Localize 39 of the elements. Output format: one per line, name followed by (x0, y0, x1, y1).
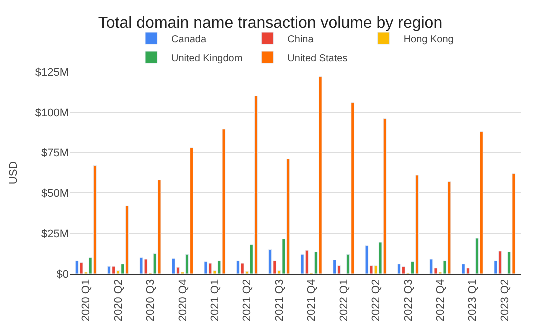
legend-label: China (288, 34, 314, 46)
bar (333, 260, 337, 274)
bar (158, 180, 162, 274)
x-tick-label: 2020 Q3 (145, 279, 158, 322)
bar (430, 259, 434, 274)
bar (204, 262, 208, 274)
y-tick-label: $0 (56, 268, 69, 281)
x-tick-label: 2023 Q1 (467, 279, 480, 322)
bar (254, 96, 258, 274)
bar (318, 76, 322, 274)
x-tick-label: 2022 Q2 (370, 279, 383, 322)
y-axis-title: USD (8, 161, 20, 185)
x-tick-label: 2020 Q2 (112, 279, 125, 322)
y-tick-label: $100M (35, 107, 69, 120)
chart-title: Total domain name transaction volume by region (98, 14, 443, 32)
y-tick-label: $75M (41, 148, 69, 160)
legend-label: Hong Kong (404, 34, 454, 46)
x-tick-label: 2021 Q1 (210, 279, 222, 322)
y-tick-label: $25M (41, 228, 69, 240)
legend-label: Canada (172, 34, 207, 46)
legend-label: United States (288, 53, 348, 64)
bar (480, 132, 484, 274)
bar (108, 266, 112, 274)
bar (466, 268, 470, 274)
y-tick-label: $50M (41, 188, 69, 200)
x-tick-label: 2021 Q2 (242, 279, 254, 322)
bar (93, 165, 97, 274)
x-tick-label: 2020 Q1 (80, 279, 93, 322)
legend-label: United Kingdom (172, 53, 243, 64)
x-tick-label: 2021 Q4 (306, 279, 318, 322)
x-tick-label: 2020 Q4 (177, 279, 190, 322)
x-tick-label: 2021 Q3 (274, 279, 286, 322)
x-tick-label: 2022 Q3 (402, 279, 415, 322)
x-tick-label: 2022 Q1 (338, 279, 350, 322)
y-tick-label: $125M (35, 66, 69, 79)
bar (383, 118, 387, 274)
x-tick-label: 2022 Q4 (435, 279, 448, 322)
x-tick-label: 2023 Q2 (499, 279, 512, 322)
bar (268, 250, 272, 274)
